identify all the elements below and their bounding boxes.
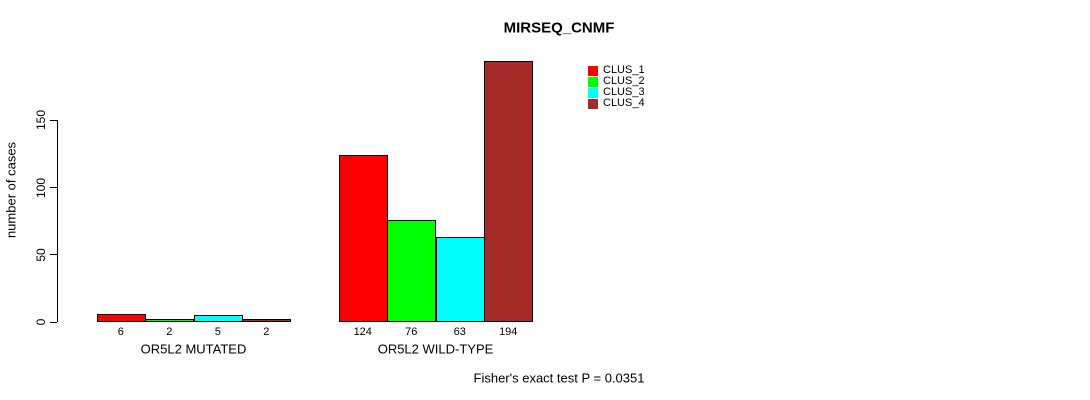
legend: CLUS_1 CLUS_2 CLUS_3 CLUS_4 [588, 65, 645, 109]
bar-value-label: 63 [453, 326, 466, 338]
bar-value-label: 124 [353, 326, 372, 338]
chart-title: MIRSEQ_CNMF [503, 19, 615, 37]
legend-swatch-icon [588, 65, 598, 76]
y-axis-line [57, 120, 58, 322]
bar-clus_1-group0 [96, 313, 146, 322]
legend-swatch-icon [588, 76, 598, 87]
y-axis-label: number of cases [3, 141, 19, 239]
bar-value-label: 5 [214, 326, 221, 338]
legend-item-clus_2: CLUS_2 [588, 76, 645, 87]
legend-swatch-icon [588, 87, 598, 98]
legend-item-clus_3: CLUS_3 [588, 87, 645, 98]
y-axis-tick-label: 50 [34, 248, 48, 262]
legend-label: CLUS_4 [603, 97, 645, 109]
fisher-test-annotation: Fisher's exact test P = 0.0351 [473, 370, 645, 386]
bar-clus_1-group1 [338, 155, 388, 322]
legend-swatch-icon [588, 98, 598, 109]
bar-value-label: 2 [166, 326, 173, 338]
legend-item-clus_4: CLUS_4 [588, 98, 645, 109]
bar-clus_4-group1 [484, 61, 533, 322]
y-axis-tick [50, 254, 57, 256]
legend-label: CLUS_2 [603, 75, 645, 87]
y-axis-tick [50, 119, 57, 121]
y-axis-tick [50, 321, 57, 323]
legend-item-clus_1: CLUS_1 [588, 65, 645, 76]
y-axis-tick-label: 100 [34, 177, 48, 198]
bar-value-label: 76 [405, 326, 418, 338]
bar-value-label: 6 [117, 326, 124, 338]
y-axis-tick-label: 0 [34, 318, 48, 326]
bar-value-label: 194 [499, 326, 518, 338]
bar-clus_4-group0 [242, 319, 291, 322]
bar-clus_3-group0 [193, 315, 243, 322]
bar-clus_2-group1 [387, 219, 436, 322]
legend-label: CLUS_1 [603, 64, 645, 76]
bar-clus_2-group0 [145, 319, 194, 322]
bar-clus_3-group1 [435, 237, 485, 322]
legend-label: CLUS_3 [603, 86, 645, 98]
y-axis-tick-label: 150 [34, 110, 48, 131]
y-axis-tick [50, 187, 57, 188]
group-label-wildtype: OR5L2 WILD-TYPE [377, 341, 494, 357]
bar-value-label: 2 [263, 326, 270, 338]
group-label-mutated: OR5L2 MUTATED [140, 341, 247, 357]
